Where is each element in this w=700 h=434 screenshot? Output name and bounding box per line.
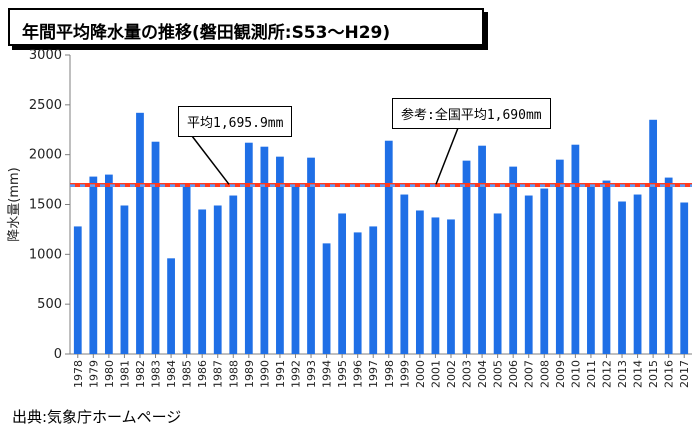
bar	[571, 144, 580, 354]
x-tick-label: 1996	[352, 360, 365, 388]
bar	[229, 195, 238, 354]
bar	[649, 119, 658, 355]
bar	[167, 258, 175, 354]
y-tick-label: 2000	[29, 148, 62, 163]
bar	[400, 194, 409, 354]
x-tick-label: 1999	[398, 360, 411, 388]
bar	[633, 194, 642, 354]
callout-national-average-pointer	[435, 127, 459, 185]
bar	[462, 160, 471, 354]
callout-local-average-label: 平均1,695.9mm	[187, 116, 284, 131]
bar	[120, 205, 129, 354]
y-tick-label: 3000	[29, 48, 62, 63]
x-tick-label: 2012	[600, 360, 613, 388]
chart-title-box: 年間平均降水量の推移(磐田観測所:S53〜H29)	[8, 8, 484, 46]
x-tick-label: 1978	[72, 360, 85, 388]
x-tick-label: 2001	[429, 360, 442, 388]
bar	[618, 201, 626, 354]
y-axis-label: 降水量(mm)	[7, 167, 22, 241]
bar	[431, 217, 440, 354]
bar	[524, 195, 533, 354]
bar	[369, 226, 378, 354]
y-tick-label: 1000	[29, 247, 62, 262]
bar	[260, 146, 269, 354]
x-tick-label: 1985	[181, 360, 194, 388]
x-tick-label: 2005	[492, 360, 505, 388]
x-tick-label: 2007	[523, 360, 536, 388]
x-tick-label: 1981	[118, 360, 131, 388]
bar	[198, 209, 207, 354]
x-tick-label: 1997	[367, 360, 380, 388]
bar	[680, 202, 689, 354]
bar	[136, 112, 144, 354]
y-tick-label: 2500	[29, 98, 62, 113]
bar	[587, 185, 595, 354]
x-tick-label: 2003	[461, 360, 474, 388]
x-tick-label: 1990	[258, 360, 271, 388]
bar	[353, 232, 362, 354]
bar	[213, 205, 222, 354]
x-tick-label: 1983	[150, 360, 163, 388]
callout-national-average: 参考:全国平均1,690mm	[392, 98, 551, 129]
x-tick-label: 1984	[165, 360, 178, 388]
bar	[415, 210, 424, 354]
x-tick-label: 2014	[632, 360, 645, 388]
x-tick-label: 1980	[103, 360, 116, 388]
chart-title: 年間平均降水量の推移(磐田観測所:S53〜H29)	[22, 23, 391, 43]
x-tick-label: 1986	[196, 360, 209, 388]
bar	[182, 184, 191, 354]
y-tick-label: 500	[37, 297, 62, 312]
x-tick-label: 1979	[87, 360, 100, 388]
x-tick-label: 2002	[445, 360, 458, 388]
x-tick-label: 2015	[647, 360, 660, 388]
x-tick-label: 2011	[585, 360, 598, 388]
bar	[73, 226, 82, 354]
y-tick-label: 0	[54, 347, 62, 362]
bar	[151, 141, 160, 354]
x-tick-label: 1998	[383, 360, 396, 388]
x-tick-label: 2009	[554, 360, 567, 388]
x-tick-label: 2006	[507, 360, 520, 388]
bar	[447, 219, 455, 354]
bar	[276, 156, 284, 354]
x-tick-label: 1995	[336, 360, 349, 388]
y-tick-label: 1500	[29, 198, 62, 213]
source-note: 出典:気象庁ホームページ	[12, 408, 182, 426]
x-tick-label: 2013	[616, 360, 629, 388]
x-tick-label: 1994	[321, 360, 334, 388]
bar	[291, 186, 300, 354]
x-tick-label: 2017	[678, 360, 691, 388]
bar	[602, 180, 611, 354]
bar	[509, 166, 518, 354]
x-tick-label: 1993	[305, 360, 318, 388]
x-tick-label: 1991	[274, 360, 287, 388]
bar	[338, 213, 347, 354]
bar	[322, 243, 331, 354]
x-tick-label: 1988	[227, 360, 240, 388]
x-tick-label: 1992	[289, 360, 302, 388]
x-tick-label: 1989	[243, 360, 256, 388]
bar	[540, 188, 549, 354]
bar	[104, 174, 113, 354]
bar	[244, 142, 253, 354]
x-tick-label: 2016	[663, 360, 676, 388]
bar	[493, 213, 502, 354]
bar	[555, 159, 564, 354]
x-tick-label: 2004	[476, 360, 489, 388]
bar	[664, 177, 673, 354]
callout-local-average-pointer	[191, 135, 230, 185]
callout-national-average-label: 参考:全国平均1,690mm	[401, 108, 542, 123]
bar	[89, 176, 98, 354]
x-tick-label: 2010	[569, 360, 582, 388]
x-tick-label: 1982	[134, 360, 147, 388]
bar	[478, 145, 486, 354]
bar	[384, 140, 393, 354]
bar	[307, 157, 315, 354]
x-tick-label: 2008	[538, 360, 551, 388]
x-tick-label: 1987	[212, 360, 225, 388]
x-tick-label: 2000	[414, 360, 427, 388]
callout-local-average: 平均1,695.9mm	[178, 106, 293, 137]
